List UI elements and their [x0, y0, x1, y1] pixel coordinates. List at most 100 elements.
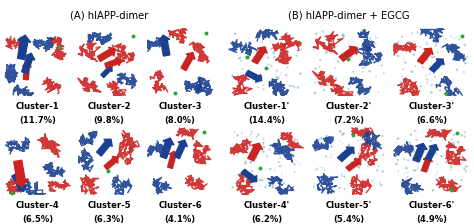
Point — [340, 33, 347, 36]
Point — [104, 169, 111, 173]
Point — [458, 34, 465, 38]
Point — [339, 34, 347, 38]
Point — [253, 156, 260, 159]
Point — [248, 130, 255, 134]
Point — [348, 178, 356, 182]
Point — [242, 55, 250, 58]
FancyArrow shape — [160, 138, 174, 159]
Point — [331, 34, 338, 38]
Point — [275, 56, 283, 59]
Point — [260, 137, 267, 141]
Point — [338, 33, 346, 37]
Point — [407, 69, 415, 73]
Point — [392, 162, 400, 166]
Point — [245, 49, 252, 52]
Point — [339, 133, 346, 136]
Text: (6.2%): (6.2%) — [251, 215, 282, 224]
Point — [414, 31, 421, 34]
FancyArrow shape — [104, 156, 118, 170]
FancyArrow shape — [418, 48, 433, 64]
Point — [352, 157, 360, 160]
Point — [267, 47, 275, 51]
Point — [413, 156, 421, 160]
Text: Cluster-3: Cluster-3 — [158, 102, 202, 111]
Point — [264, 56, 272, 59]
Point — [243, 178, 251, 181]
Point — [200, 130, 208, 134]
Point — [325, 137, 333, 140]
Point — [229, 147, 237, 151]
Point — [372, 53, 380, 57]
Text: Cluster-4: Cluster-4 — [16, 201, 60, 210]
Point — [228, 74, 236, 78]
Point — [273, 69, 281, 72]
Point — [431, 131, 439, 135]
Point — [330, 37, 337, 40]
Point — [325, 34, 332, 37]
Point — [394, 137, 402, 140]
Point — [398, 35, 406, 39]
Point — [448, 46, 456, 50]
Point — [338, 174, 346, 177]
Point — [231, 130, 238, 134]
Point — [447, 168, 455, 171]
Point — [336, 186, 343, 190]
Point — [260, 83, 267, 87]
Point — [283, 73, 290, 77]
Point — [413, 138, 420, 142]
Point — [411, 129, 419, 133]
Point — [433, 143, 440, 147]
Point — [262, 185, 269, 189]
Point — [421, 168, 428, 171]
Point — [427, 139, 435, 143]
Point — [436, 184, 444, 188]
Point — [402, 75, 410, 79]
Point — [253, 32, 261, 36]
Point — [258, 176, 266, 179]
Point — [410, 149, 418, 153]
Point — [258, 75, 266, 78]
Point — [342, 53, 349, 56]
Point — [394, 170, 402, 173]
Text: Cluster-6: Cluster-6 — [158, 201, 202, 210]
Point — [233, 89, 241, 93]
Point — [406, 141, 413, 144]
Point — [423, 78, 431, 81]
Point — [359, 66, 366, 70]
Point — [323, 182, 331, 186]
Point — [247, 133, 255, 136]
Point — [454, 187, 462, 190]
Point — [422, 73, 430, 77]
Point — [236, 186, 244, 190]
Point — [379, 53, 386, 56]
Point — [242, 41, 250, 45]
Point — [258, 39, 266, 43]
Point — [278, 85, 285, 88]
Point — [404, 159, 412, 162]
Point — [361, 66, 368, 69]
Point — [266, 148, 273, 151]
Point — [258, 179, 266, 182]
Point — [345, 87, 352, 91]
Point — [256, 184, 264, 187]
Point — [310, 185, 318, 188]
Point — [453, 68, 461, 72]
Point — [316, 58, 324, 62]
Point — [420, 66, 428, 69]
Point — [375, 165, 383, 168]
Point — [256, 166, 264, 170]
Point — [259, 141, 267, 145]
Point — [354, 139, 362, 142]
Point — [291, 170, 298, 173]
Point — [434, 132, 441, 136]
Point — [228, 74, 236, 77]
Text: (4.1%): (4.1%) — [164, 215, 196, 224]
FancyArrow shape — [339, 46, 357, 61]
Point — [284, 66, 292, 69]
Point — [349, 165, 356, 169]
Point — [394, 54, 402, 58]
Point — [235, 73, 242, 77]
Point — [423, 58, 430, 61]
Point — [453, 42, 460, 46]
Point — [372, 75, 380, 78]
